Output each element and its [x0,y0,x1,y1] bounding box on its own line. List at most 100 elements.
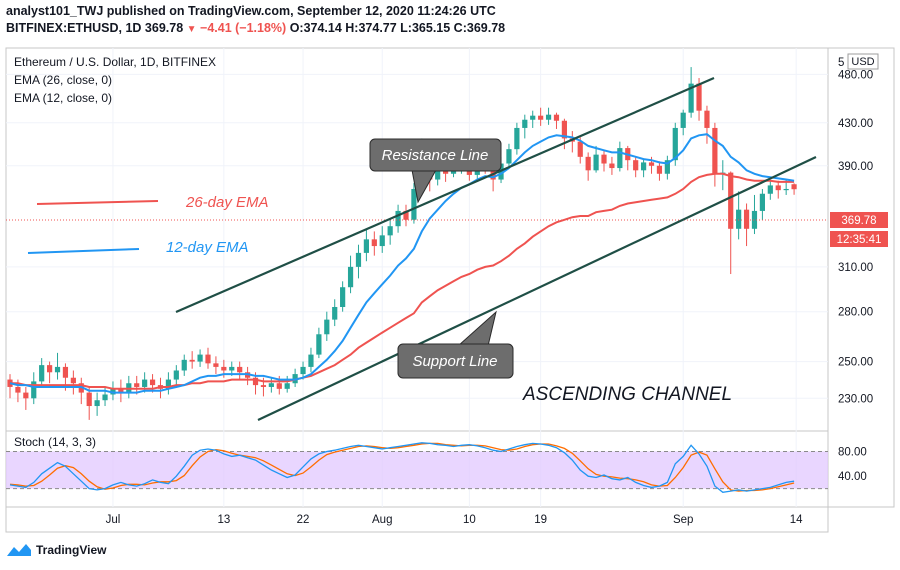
support-callout[interactable]: Support Line [397,310,514,379]
candle-down [704,110,710,128]
candle-up [102,394,108,401]
candle-down [149,379,156,386]
candle-down [86,392,92,407]
countdown-badge [830,231,888,247]
candle-up [229,366,235,371]
last-price-value: 369.78 [841,215,876,227]
candle-up [783,188,789,191]
candle-up [411,188,417,220]
candle-down [118,388,124,393]
candle-up [530,115,536,120]
candle-up [514,127,520,150]
ema26-legend-stroke [36,200,159,205]
support-channel-line[interactable] [257,156,817,421]
candle-up [173,370,179,380]
candle-up [506,149,512,164]
candle-down [23,392,29,399]
candle-down [47,365,53,373]
price-tick-label: 310.00 [838,262,873,274]
tradingview-logo-icon [7,544,31,556]
price-tick-label: 480.00 [838,69,873,81]
candle-down [252,377,259,386]
price-tick-label: 250.00 [838,357,873,369]
candle-down [696,83,702,111]
stoch-tick-label: 40.00 [838,471,867,483]
candle-down [221,366,227,371]
candle-up [332,306,338,320]
footer-brand-name: TradingView [36,543,107,557]
resistance-label: Resistance Line [382,147,489,164]
publish-info: analyst101_TWJ published on TradingView.… [6,4,496,18]
candle-up [39,365,45,382]
stoch-k-line [9,442,795,493]
candle-up [181,359,187,371]
ema26-line [10,172,795,390]
ascending-channel-label: ASCENDING CHANNEL [522,384,732,405]
candle-down [371,239,377,247]
time-tick-label: 10 [463,514,476,526]
candle-down [15,386,21,393]
time-tick-label: 19 [534,514,547,526]
candle-up [94,400,100,407]
symbol-name: BITFINEX:ETHUSD, 1D [6,21,142,35]
price-change: −4.41 (−1.18%) [200,21,287,35]
candle-up [688,83,694,113]
currency-label: USD [851,56,874,68]
candle-up [680,112,686,128]
ema12-annotation: 12-day EMA [166,239,249,256]
time-ticks: Jul 13 22 Aug 10 19 Sep 14 [106,514,804,526]
ohlc-values: O:374.14 H:374.77 L:365.15 C:369.78 [289,21,506,35]
ema12-line [9,133,795,394]
candle-down [728,172,734,229]
candle-up [664,160,670,174]
price-top-label: 5 [838,57,844,69]
candle-down [775,185,781,191]
candle-up [300,366,306,375]
currency-badge[interactable] [847,53,879,70]
candle-up [767,185,773,194]
candle-down [205,354,211,364]
time-tick-label: 14 [790,514,803,526]
candle-down [443,170,449,174]
candle-down [633,160,639,171]
last-price-header: 369.78 [144,21,184,35]
candle-up [751,210,758,229]
footer-brand[interactable]: TradingView [6,542,106,558]
candle-up [284,383,290,389]
candle-up [641,162,647,171]
time-axis[interactable] [5,506,829,533]
candle-up [387,226,393,236]
candle-down [609,163,615,169]
symbol-ohlc-line: BITFINEX:ETHUSD, 1D 369.78 ▼ −4.41 (−1.1… [6,21,505,35]
price-tick-label: 230.00 [838,393,873,405]
candle-down [189,359,195,362]
chart-legend-title: Ethereum / U.S. Dollar, 1D, BITFINEX [14,55,216,69]
candle-down [70,377,76,384]
candle-down [577,141,583,157]
candle-up [593,154,599,171]
candle-down [553,114,560,121]
price-tick-label: 280.00 [838,307,873,319]
candle-down [237,366,243,373]
candle-up [324,319,330,335]
price-axis[interactable] [827,47,895,508]
candle-up [197,354,203,362]
stoch-overbought-oversold-band [6,451,828,489]
stoch-band [6,450,828,490]
time-tick-label: Jul [106,514,121,526]
resistance-channel-line[interactable] [175,76,715,314]
ema-lines [9,133,795,394]
candle-up [142,379,148,387]
stoch-tick-label: 80.00 [838,446,867,458]
candle-down [561,120,567,139]
price-ticks: 480.00 430.00 390.00 310.00 280.00 250.00 230.… [838,69,873,405]
candle-up [617,148,623,169]
candle-down [403,210,409,220]
resistance-callout[interactable]: Resistance Line [369,138,502,204]
candle-up [363,239,369,253]
candle-up [672,127,678,161]
candle-up [545,114,552,120]
ema12-legend-stroke [27,248,140,254]
grid-lines [6,48,828,507]
